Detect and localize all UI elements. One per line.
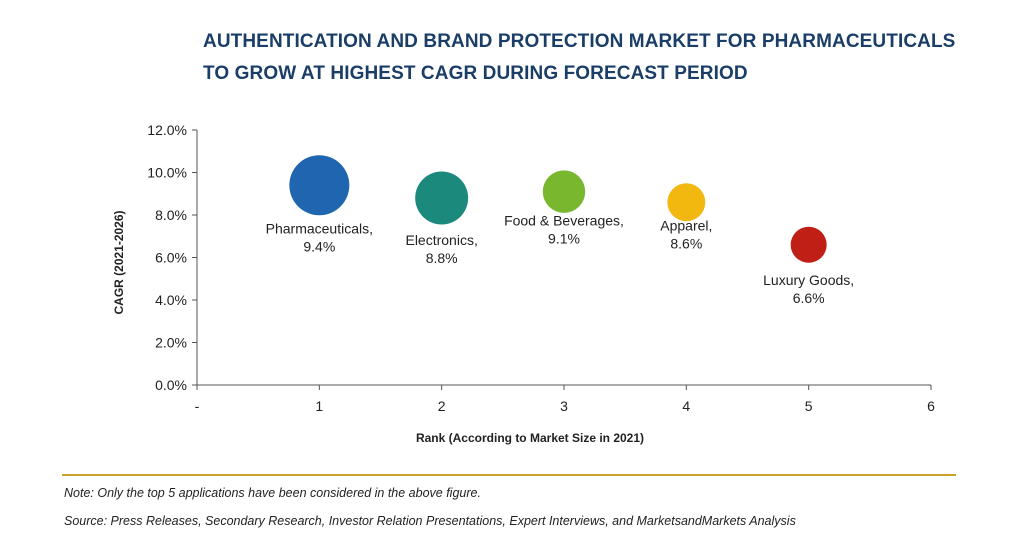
x-tick-label: 5 bbox=[805, 398, 813, 414]
bubble-value-label: 8.8% bbox=[426, 250, 458, 266]
x-tick-label: 6 bbox=[927, 398, 935, 414]
y-tick-label: 12.0% bbox=[147, 122, 187, 138]
bubble-chart: 0.0% 2.0% 4.0% 6.0% 8.0% 10.0% 12.0% - 1 2 3 4 5 6 Ran… bbox=[112, 122, 935, 445]
bubble-name-label: Luxury Goods, bbox=[763, 272, 854, 288]
bubble-point bbox=[542, 170, 586, 213]
bubble-value-label: 9.1% bbox=[548, 231, 580, 247]
x-tick-label: 3 bbox=[560, 398, 568, 414]
bubble-value-label: 9.4% bbox=[303, 238, 335, 254]
bubble-point bbox=[790, 226, 827, 263]
x-tick-label: 1 bbox=[315, 398, 323, 414]
bubble-name-label: Electronics, bbox=[405, 232, 477, 248]
x-tick-label: - bbox=[195, 398, 200, 414]
chart-title: AUTHENTICATION AND BRAND PROTECTION MARK… bbox=[203, 26, 1003, 90]
bubble-point bbox=[415, 171, 469, 225]
bubble-value-label: 8.6% bbox=[670, 235, 702, 251]
source-text: Source: Press Releases, Secondary Resear… bbox=[64, 514, 796, 528]
chart-title-line-2: TO GROW AT HIGHEST CAGR DURING FORECAST … bbox=[203, 63, 748, 84]
y-tick-label: 0.0% bbox=[155, 377, 187, 393]
y-tick-label: 8.0% bbox=[155, 207, 187, 223]
bubble-point bbox=[289, 155, 350, 216]
divider-rule bbox=[62, 474, 956, 476]
chart-title-line-1: AUTHENTICATION AND BRAND PROTECTION MARK… bbox=[203, 31, 956, 52]
y-tick-label: 2.0% bbox=[155, 335, 187, 351]
bubble-name-label: Food & Beverages, bbox=[504, 213, 624, 229]
y-axis-label: CAGR (2021-2026) bbox=[112, 210, 126, 314]
bubble-name-label: Apparel, bbox=[660, 217, 712, 233]
y-tick-label: 4.0% bbox=[155, 292, 187, 308]
x-tick-label: 2 bbox=[438, 398, 446, 414]
x-tick-label: 4 bbox=[682, 398, 690, 414]
bubble-value-label: 6.6% bbox=[793, 290, 825, 306]
y-tick-label: 6.0% bbox=[155, 250, 187, 266]
x-axis-label: Rank (According to Market Size in 2021) bbox=[416, 431, 644, 445]
note-text: Note: Only the top 5 applications have b… bbox=[64, 486, 481, 500]
y-tick-label: 10.0% bbox=[147, 165, 187, 181]
bubble-name-label: Pharmaceuticals, bbox=[266, 220, 373, 236]
bubble-point bbox=[667, 183, 706, 222]
